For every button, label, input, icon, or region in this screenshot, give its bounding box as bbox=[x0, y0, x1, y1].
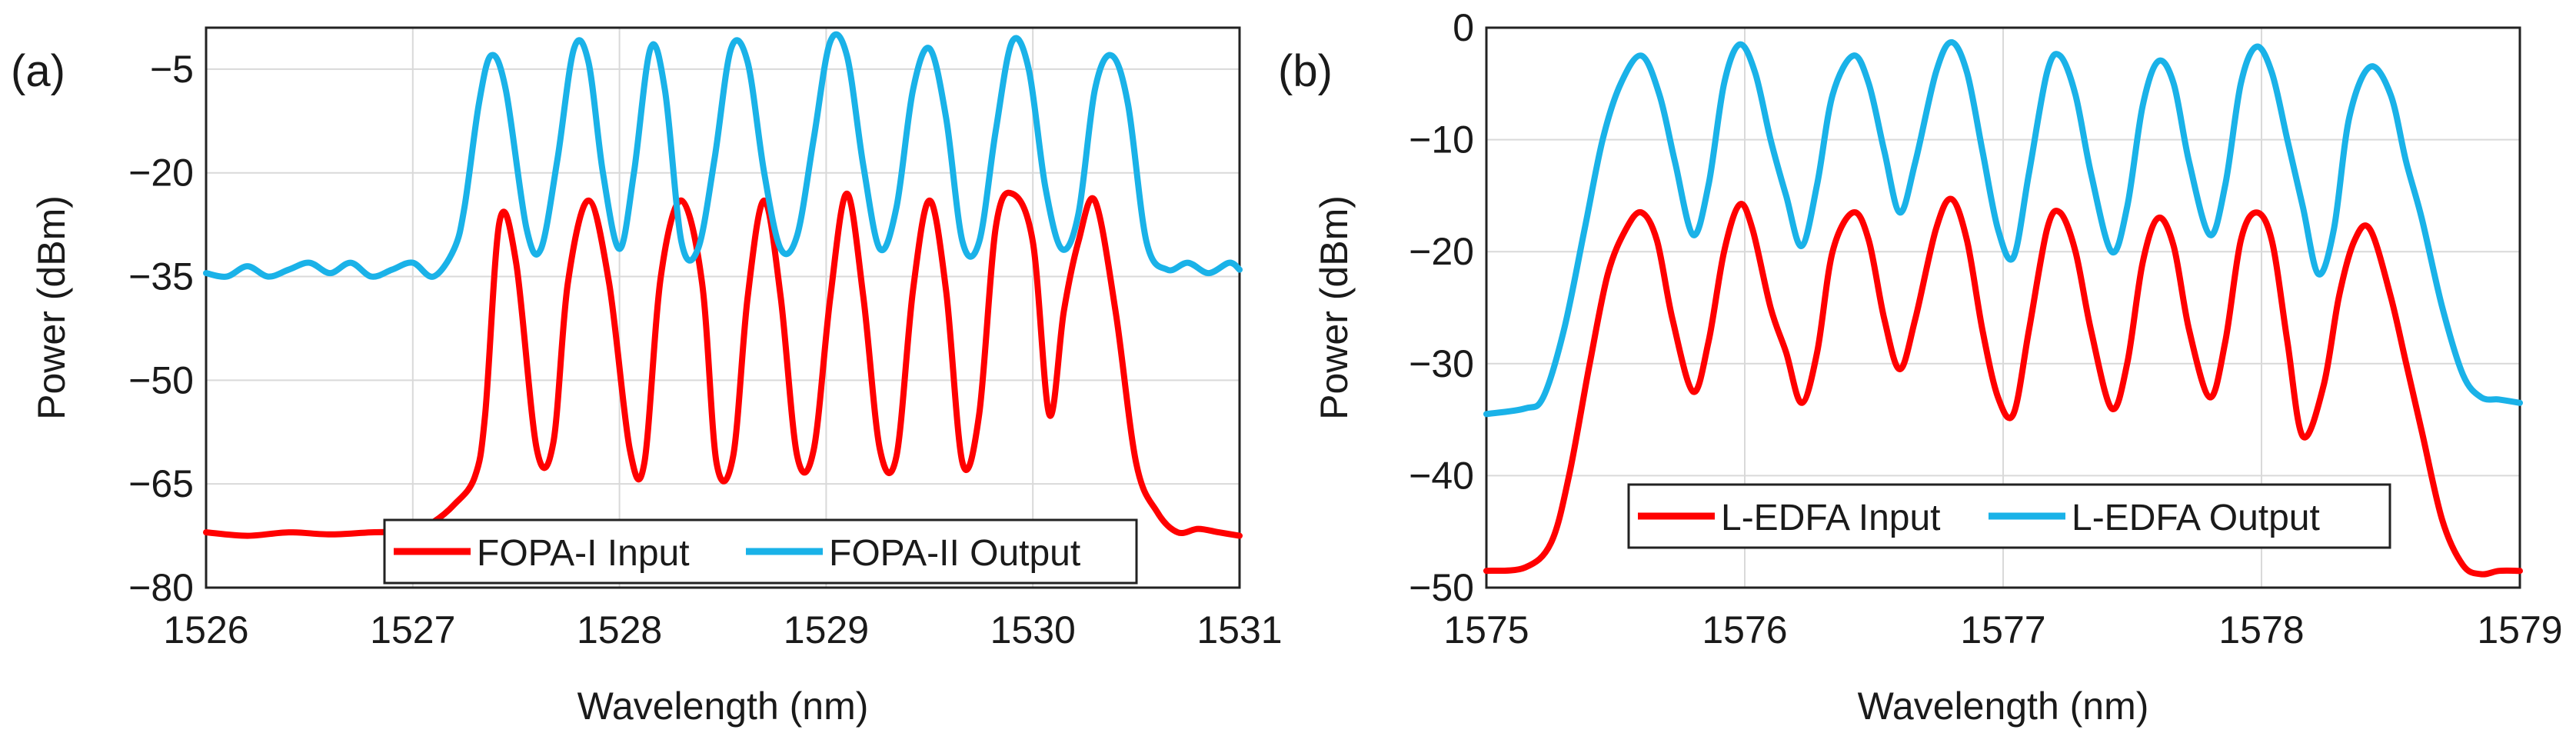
panel-b-y-tick-label: −20 bbox=[1409, 230, 1474, 273]
panel-b-x-tick-label: 1575 bbox=[1443, 608, 1529, 651]
panel-b-y-tick-label: 0 bbox=[1453, 6, 1474, 49]
panel-a-x-tick-label: 1526 bbox=[163, 608, 248, 651]
panel-b-legend-label-l-edfa-output: L-EDFA Output bbox=[2072, 498, 2320, 538]
panel-b-y-tick-label: −40 bbox=[1409, 454, 1474, 497]
panel-a-legend-label-fopa-i-input: FOPA-I Input bbox=[477, 533, 690, 574]
panel-b-x-tick-label: 1576 bbox=[1702, 608, 1787, 651]
panel-b-x-axis-label: Wavelength (nm) bbox=[1858, 685, 2149, 728]
panel-a-x-tick-label: 1528 bbox=[577, 608, 662, 651]
panel-b-x-tick-label: 1578 bbox=[2218, 608, 2304, 651]
panel-a-series-fopa-ii-output bbox=[203, 31, 1243, 280]
panel-b-legend-label-l-edfa-input: L-EDFA Input bbox=[1721, 498, 1941, 538]
panel-a-y-tick-label: −35 bbox=[128, 255, 194, 298]
panel-a-legend: FOPA-I Input FOPA-II Output bbox=[383, 518, 1138, 585]
panel-a-x-tick-label: 1530 bbox=[990, 608, 1076, 651]
panel-a-y-tick-label: −20 bbox=[128, 152, 194, 195]
panel-b-x-tick-labels: 1575 1576 1577 1578 1579 bbox=[1443, 608, 2562, 651]
panel-b-y-tick-label: −50 bbox=[1409, 566, 1474, 609]
panel-a-x-tick-label: 1531 bbox=[1196, 608, 1282, 651]
panel-b-y-tick-label: −30 bbox=[1409, 342, 1474, 385]
panel-b-y-axis-label: Power (dBm) bbox=[1313, 195, 1356, 420]
panel-a-y-tick-label: −80 bbox=[128, 566, 194, 609]
panel-a: −80−65−50−35−20−5 1526 1527 1528 1529 1530 15… bbox=[11, 26, 1283, 728]
panel-a-y-tick-labels: −80 −65 −50 −35 −20 −5 bbox=[128, 48, 194, 609]
panel-a-y-tick-label: −65 bbox=[128, 462, 194, 505]
panel-a-series-fopa-i-input bbox=[203, 189, 1243, 539]
panel-b-y-tick-labels: −50 −40 −30 −20 −10 0 bbox=[1409, 6, 1474, 609]
panel-b: −50 −40 −30 −20 −10 0 1575 1576 1577 1578 1579 (b… bbox=[1278, 6, 2563, 728]
panel-a-y-axis-label: Power (dBm) bbox=[30, 195, 73, 420]
panel-b-series bbox=[1483, 38, 2523, 578]
panel-b-plot-frame bbox=[1485, 26, 2521, 589]
panel-a-x-axis-label: Wavelength (nm) bbox=[577, 685, 869, 728]
panel-a-y-tick-label: −5 bbox=[150, 48, 194, 91]
panel-a-x-tick-label: 1529 bbox=[784, 608, 869, 651]
panel-a-legend-label-fopa-ii-output: FOPA-II Output bbox=[829, 533, 1080, 574]
panel-b-y-tick-label: −10 bbox=[1409, 118, 1474, 162]
panel-a-x-tick-label: 1527 bbox=[370, 608, 455, 651]
panel-b-label: (b) bbox=[1278, 46, 1333, 96]
panel-b-x-tick-label: 1577 bbox=[1960, 608, 2045, 651]
panel-a-label: (a) bbox=[11, 46, 65, 96]
panel-a-x-tick-labels: 1526 1527 1528 1529 1530 1531 bbox=[163, 608, 1282, 651]
panel-b-legend: L-EDFA Input L-EDFA Output bbox=[1627, 483, 2391, 549]
panel-a-series bbox=[203, 31, 1243, 539]
panel-b-x-tick-label: 1579 bbox=[2477, 608, 2562, 651]
panel-b-series-l-edfa-output bbox=[1483, 38, 2523, 418]
panel-a-y-tick-label: −50 bbox=[128, 358, 194, 401]
panel-b-series-l-edfa-input bbox=[1483, 195, 2523, 578]
panel-a-plot-frame bbox=[205, 26, 1241, 589]
